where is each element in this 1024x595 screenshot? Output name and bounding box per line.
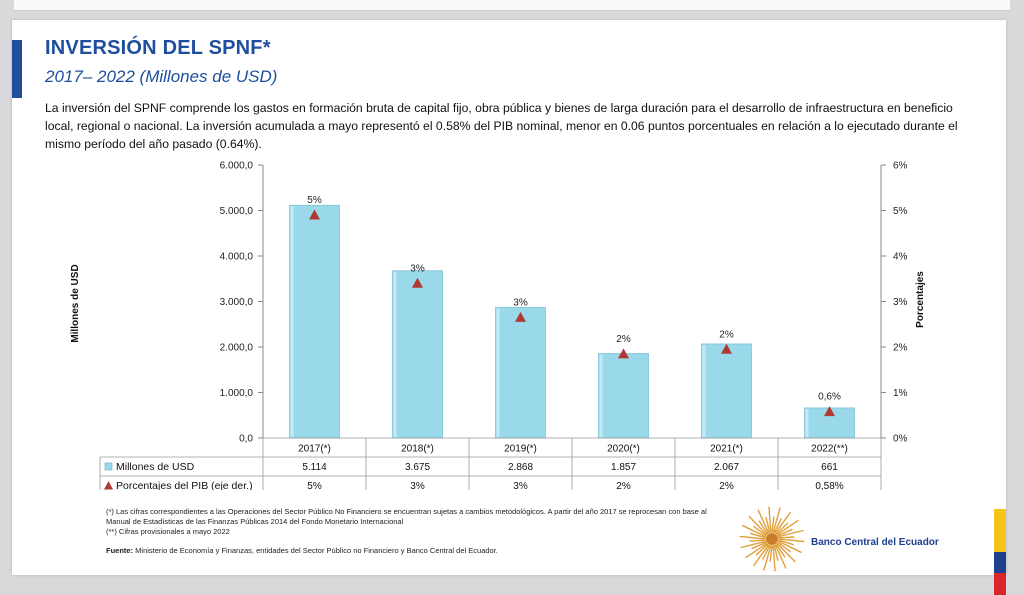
x-tick-label: 2019(*)	[504, 444, 537, 455]
source-text: Ministerio de Economía y Finanzas, entid…	[133, 546, 498, 555]
slide: INVERSIÓN DEL SPNF* 2017– 2022 (Millones…	[12, 20, 1006, 595]
legend-triangle-swatch	[104, 481, 113, 490]
ecuador-flag-stripe	[994, 509, 1006, 595]
bar-highlight	[290, 206, 294, 437]
bank-sun-logo-icon	[739, 506, 805, 572]
y-tick-label-left: 3.000,0	[220, 297, 254, 308]
table-cell-value: 0,58%	[815, 481, 843, 490]
percent-marker	[412, 277, 423, 288]
flag-blue	[994, 552, 1006, 573]
bar	[598, 353, 649, 439]
percent-data-label: 3%	[513, 297, 528, 308]
percent-data-label: 2%	[719, 329, 734, 340]
percent-marker	[309, 209, 320, 220]
y-tick-label-left: 0,0	[239, 434, 253, 445]
table-cell-value: 3%	[513, 481, 528, 490]
description-paragraph: La inversión del SPNF comprende los gast…	[45, 101, 958, 151]
source-label: Fuente:	[106, 546, 134, 555]
table-cell-value: 2%	[719, 481, 734, 490]
y-tick-label-right: 2%	[893, 343, 908, 354]
y-tick-label-right: 4%	[893, 252, 908, 263]
table-cell-value: 1.857	[611, 462, 636, 473]
table-cell-value: 661	[821, 462, 838, 473]
bar-highlight	[702, 344, 706, 437]
y-tick-label-left: 6.000,0	[220, 161, 254, 172]
bar	[392, 270, 443, 439]
table-cell-value: 3.675	[405, 462, 430, 473]
bar-highlight	[805, 408, 809, 437]
percent-data-label: 5%	[307, 195, 322, 206]
table-cell-value: 2.067	[714, 462, 739, 473]
percent-marker	[515, 311, 526, 322]
table-cell-value: 2%	[616, 481, 631, 490]
table-cell-value: 5.114	[302, 462, 327, 473]
bar	[495, 307, 546, 439]
source-note: Fuente: Ministerio de Economía y Finanza…	[106, 546, 726, 556]
percent-data-label: 0,6%	[818, 392, 841, 403]
bar	[289, 204, 340, 439]
y-tick-label-right: 6%	[893, 161, 908, 172]
y-tick-label-left: 5.000,0	[220, 206, 254, 217]
footnote-methodology: (*) Las cifras correspondientes a las Op…	[106, 507, 707, 526]
percent-data-label: 3%	[410, 263, 425, 274]
y-tick-label-left: 2.000,0	[220, 343, 254, 354]
bank-name: Banco Central del Ecuador	[811, 537, 939, 548]
table-cell-value: 5%	[307, 481, 322, 490]
y-axis-title-left: Millones de USD	[70, 264, 81, 342]
bar-highlight	[496, 308, 500, 437]
y-tick-label-right: 5%	[893, 206, 908, 217]
bar	[701, 343, 752, 439]
x-tick-label: 2018(*)	[401, 444, 434, 455]
table-cell-value: 2.868	[508, 462, 533, 473]
footnote-provisional: (**) Cifras provisionales a mayo 2022	[106, 527, 230, 536]
y-tick-label-left: 4.000,0	[220, 252, 254, 263]
x-tick-label: 2021(*)	[710, 444, 743, 455]
page-title: INVERSIÓN DEL SPNF*	[45, 37, 271, 59]
bar-highlight	[393, 271, 397, 437]
y-tick-label-right: 0%	[893, 434, 908, 445]
flag-yellow	[994, 509, 1006, 552]
legend-bar-swatch	[104, 462, 113, 471]
x-tick-label: 2022(**)	[811, 444, 848, 455]
percent-marker	[618, 348, 629, 359]
percent-marker	[721, 343, 732, 354]
x-tick-label: 2017(*)	[298, 444, 331, 455]
previous-slide-edge	[14, 0, 1010, 11]
y-tick-label-right: 1%	[893, 388, 908, 399]
legend-series-name: Porcentajes del PIB (eje der.)	[116, 480, 253, 490]
x-tick-label: 2020(*)	[607, 444, 640, 455]
percent-data-label: 2%	[616, 334, 631, 345]
investment-chart: 0,0 1.000,0 2.000,0 3.000,0 4.000,0 5.000,0 6.…	[70, 161, 926, 490]
y-tick-label-left: 1.000,0	[220, 388, 254, 399]
page-subtitle: 2017– 2022 (Millones de USD)	[45, 67, 278, 86]
flag-red	[994, 573, 1006, 595]
percent-marker	[824, 406, 835, 417]
y-tick-label-right: 3%	[893, 297, 908, 308]
table-cell-value: 3%	[410, 481, 425, 490]
y-axis-title-right: Porcentajes	[915, 271, 926, 328]
legend-series-name: Millones de USD	[116, 461, 195, 473]
bar-highlight	[599, 354, 603, 437]
footnotes: (*) Las cifras correspondientes a las Op…	[106, 507, 726, 556]
title-accent-bar	[12, 40, 22, 98]
